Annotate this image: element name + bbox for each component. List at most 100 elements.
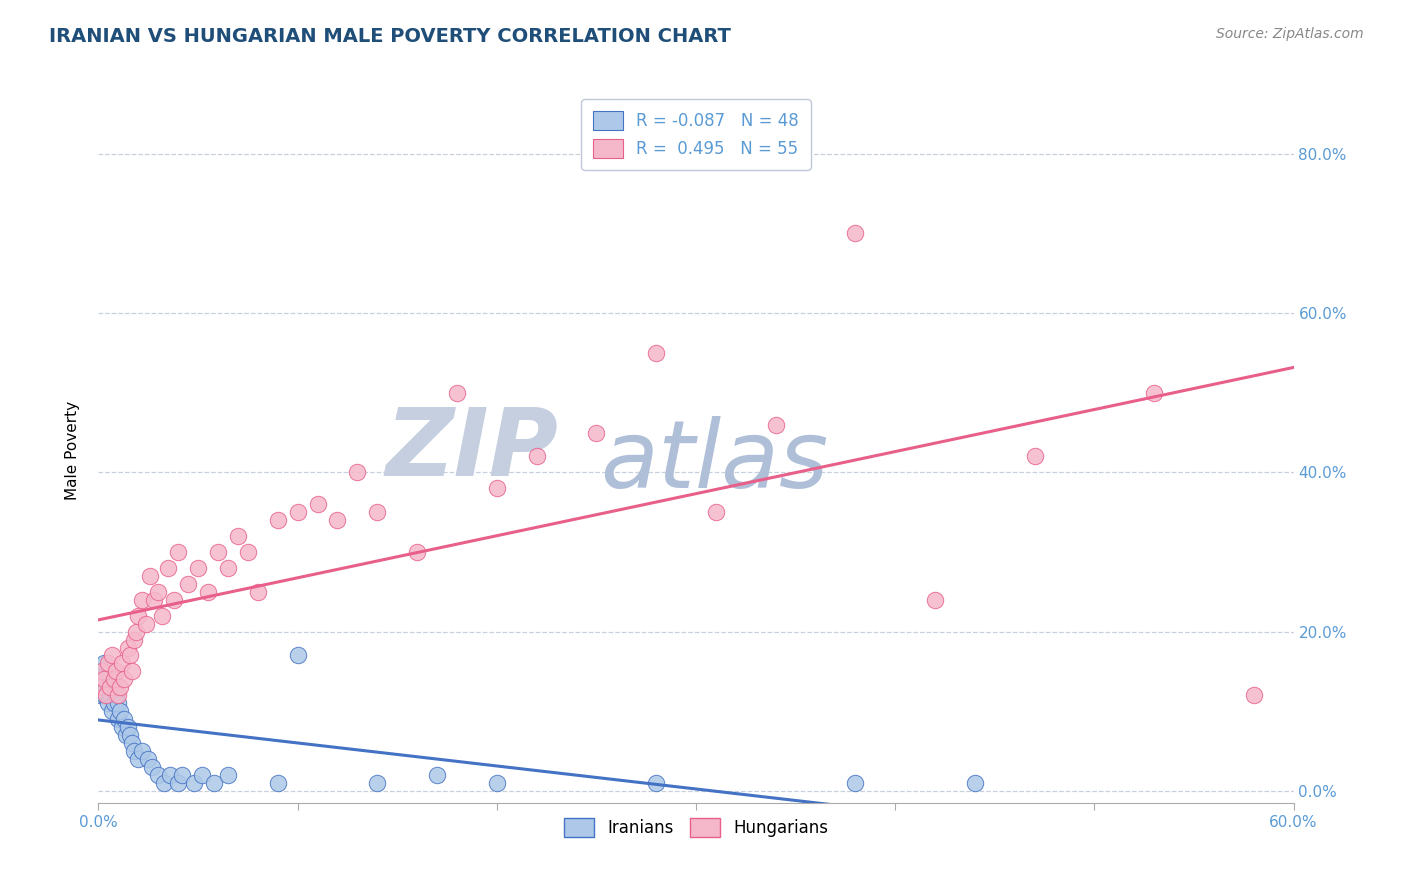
Point [101,648,124,663]
Point [326,513,349,527]
Point [141,760,163,774]
Point [97,657,120,671]
Point [346,466,368,480]
Point [366,776,388,790]
Point [91,665,114,679]
Point [148,584,170,599]
Point [177,577,200,591]
Point [645,346,668,360]
Point [121,736,143,750]
Point [97,681,120,695]
Point [267,776,290,790]
Point [87,681,110,695]
Point [236,545,259,559]
Point [267,513,290,527]
Point [191,768,214,782]
Point [924,592,946,607]
Point [207,545,229,559]
Point [107,688,129,702]
Point [226,529,249,543]
Point [101,704,124,718]
Point [187,561,209,575]
Text: Source: ZipAtlas.com: Source: ZipAtlas.com [1216,27,1364,41]
Point [124,744,146,758]
Y-axis label: Male Poverty: Male Poverty [65,401,80,500]
Point [91,673,114,687]
Point [963,776,986,790]
Point [120,728,142,742]
Point [150,608,173,623]
Point [1243,688,1265,702]
Point [1143,385,1166,400]
Point [117,720,139,734]
Point [143,592,166,607]
Point [844,227,866,241]
Point [526,450,548,464]
Point [97,696,120,710]
Point [366,505,388,519]
Point [217,561,239,575]
Point [124,632,146,647]
Point [107,696,129,710]
Point [103,673,125,687]
Point [139,569,162,583]
Point [112,673,135,687]
Point [115,728,138,742]
Point [159,768,181,782]
Point [96,673,118,687]
Point [157,561,180,575]
Point [91,665,114,679]
Point [89,688,111,702]
Point [98,688,122,702]
Point [93,673,115,687]
Text: ZIP: ZIP [385,404,558,497]
Point [585,425,607,440]
Point [307,497,329,511]
Point [485,776,508,790]
Point [98,673,122,687]
Point [111,657,134,671]
Point [217,768,239,782]
Text: atlas: atlas [600,416,828,507]
Point [103,681,125,695]
Point [246,584,269,599]
Point [202,776,225,790]
Point [117,640,139,655]
Point [1024,450,1046,464]
Point [105,688,128,702]
Point [127,608,149,623]
Point [93,688,115,702]
Point [163,592,186,607]
Point [765,417,787,432]
Point [183,776,205,790]
Point [844,776,866,790]
Text: IRANIAN VS HUNGARIAN MALE POVERTY CORRELATION CHART: IRANIAN VS HUNGARIAN MALE POVERTY CORREL… [49,27,731,45]
Point [197,584,219,599]
Point [167,545,190,559]
Point [127,752,149,766]
Point [110,681,132,695]
Point [110,704,132,718]
Point [172,768,194,782]
Point [121,665,143,679]
Point [287,505,309,519]
Point [120,648,142,663]
Point [287,648,309,663]
Point [135,616,157,631]
Point [96,681,118,695]
Point [105,665,128,679]
Point [645,776,668,790]
Point [131,592,153,607]
Legend: Iranians, Hungarians: Iranians, Hungarians [557,811,835,844]
Point [485,481,508,495]
Point [131,744,153,758]
Point [426,768,449,782]
Point [446,385,468,400]
Point [125,624,148,639]
Point [93,657,115,671]
Point [153,776,176,790]
Point [107,712,129,726]
Point [87,681,110,695]
Point [167,776,190,790]
Point [148,768,170,782]
